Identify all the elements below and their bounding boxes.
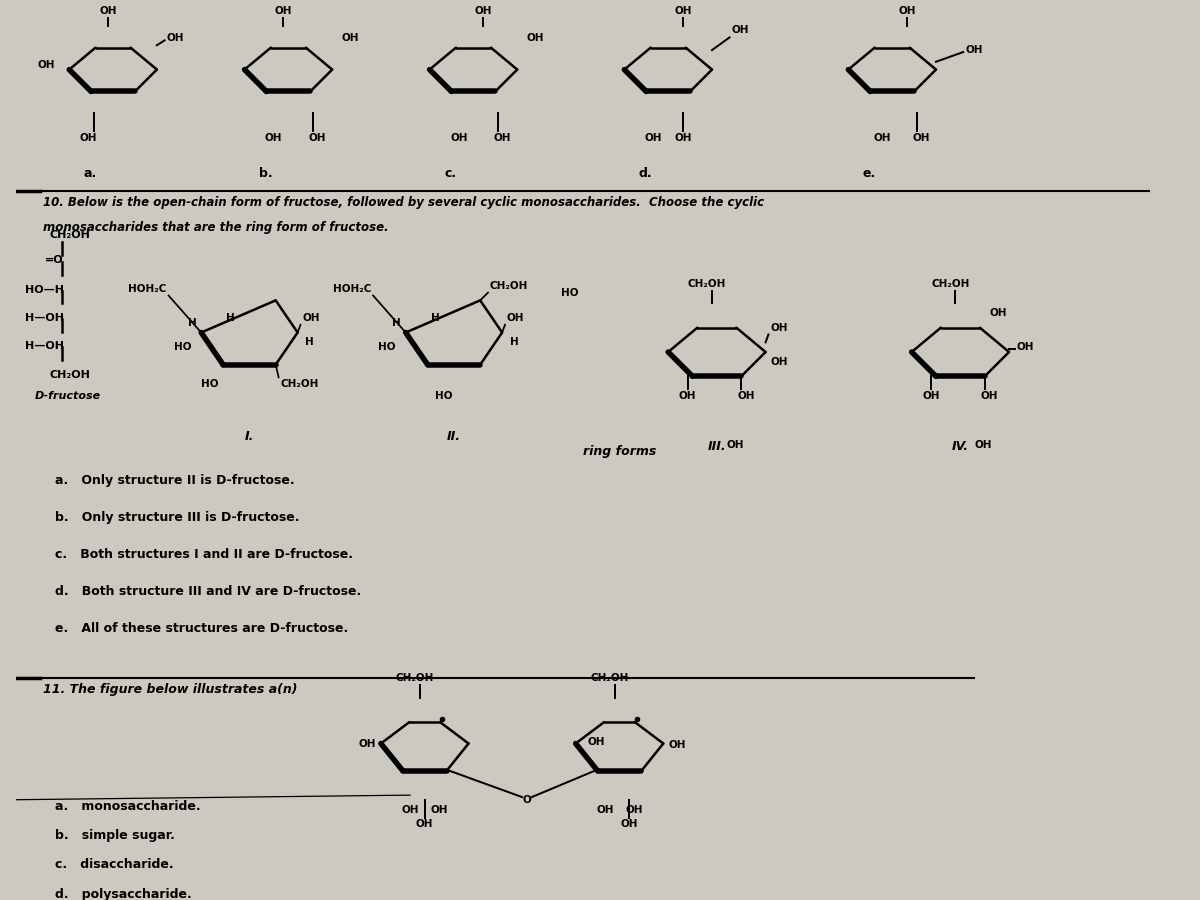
Text: e.   All of these structures are D-fructose.: e. All of these structures are D-fructos… — [55, 622, 348, 634]
Text: e.: e. — [863, 167, 876, 180]
Text: OH: OH — [644, 133, 662, 143]
Text: b.   simple sugar.: b. simple sugar. — [55, 829, 174, 842]
Text: HOH₂C: HOH₂C — [332, 284, 371, 293]
Text: OH: OH — [770, 322, 788, 332]
Text: CH₂OH: CH₂OH — [49, 230, 91, 240]
Text: monosaccharides that are the ring form of fructose.: monosaccharides that are the ring form o… — [43, 220, 389, 233]
Text: HO: HO — [200, 379, 218, 390]
Text: OH: OH — [342, 33, 360, 43]
Text: a.: a. — [84, 167, 97, 180]
Text: II.: II. — [446, 430, 461, 443]
Text: OH: OH — [668, 741, 685, 751]
Text: H: H — [187, 318, 197, 328]
Text: OH: OH — [527, 33, 545, 43]
Text: OH: OH — [308, 133, 326, 143]
Text: H: H — [226, 313, 235, 323]
Text: OH: OH — [625, 805, 643, 814]
Text: OH: OH — [506, 313, 524, 323]
Text: c.   disaccharide.: c. disaccharide. — [55, 859, 173, 871]
Text: CH₂OH: CH₂OH — [49, 370, 91, 380]
Text: d.   Both structure III and IV are D-fructose.: d. Both structure III and IV are D-fruct… — [55, 585, 361, 598]
Text: HO: HO — [436, 391, 452, 401]
Text: OH: OH — [302, 313, 320, 323]
Text: OH: OH — [494, 133, 511, 143]
Text: a.   monosaccharide.: a. monosaccharide. — [55, 800, 200, 813]
Text: H: H — [431, 313, 439, 323]
Text: OH: OH — [80, 133, 97, 143]
Text: OH: OH — [923, 391, 940, 401]
Text: OH: OH — [167, 33, 184, 43]
Text: d.: d. — [638, 167, 653, 180]
Text: OH: OH — [679, 391, 696, 401]
Text: OH: OH — [974, 439, 992, 450]
Text: H—OH: H—OH — [25, 313, 65, 323]
Text: ring forms: ring forms — [583, 445, 656, 457]
Text: OH: OH — [674, 133, 691, 143]
Text: OH: OH — [620, 820, 638, 830]
Text: 11. The figure below illustrates a(n): 11. The figure below illustrates a(n) — [43, 683, 298, 696]
Text: HO—H: HO—H — [25, 284, 65, 295]
Text: H—OH: H—OH — [25, 341, 65, 351]
Text: d.   polysaccharide.: d. polysaccharide. — [55, 887, 191, 900]
Text: OH: OH — [898, 6, 916, 16]
Text: c.   Both structures I and II are D-fructose.: c. Both structures I and II are D-fructo… — [55, 548, 353, 561]
Text: OH: OH — [359, 739, 376, 749]
Text: HO: HO — [174, 342, 192, 352]
Text: HO: HO — [562, 288, 578, 299]
Text: OH: OH — [1016, 342, 1034, 352]
Text: OH: OH — [37, 59, 55, 69]
Text: =O: =O — [44, 255, 64, 265]
Text: OH: OH — [596, 805, 613, 814]
Text: OH: OH — [913, 133, 930, 143]
Text: OH: OH — [474, 6, 492, 16]
Text: I.: I. — [245, 430, 254, 443]
Text: a.   Only structure II is D-fructose.: a. Only structure II is D-fructose. — [55, 473, 294, 487]
Text: OH: OH — [990, 308, 1007, 318]
Text: HO: HO — [378, 342, 396, 352]
Text: OH: OH — [732, 25, 749, 35]
Text: OH: OH — [100, 6, 116, 16]
Text: H: H — [510, 338, 518, 347]
Text: OH: OH — [275, 6, 293, 16]
Text: CH₂OH: CH₂OH — [688, 279, 726, 289]
Text: D-fructose: D-fructose — [35, 391, 101, 401]
Text: 10. Below is the open-chain form of fructose, followed by several cyclic monosac: 10. Below is the open-chain form of fruc… — [43, 196, 764, 209]
Text: OH: OH — [401, 805, 419, 814]
Text: OH: OH — [727, 439, 744, 450]
Text: CH₂OH: CH₂OH — [396, 673, 434, 683]
Text: OH: OH — [980, 391, 998, 401]
Text: OH: OH — [965, 45, 983, 55]
Text: b.   Only structure III is D-fructose.: b. Only structure III is D-fructose. — [55, 510, 299, 524]
Text: OH: OH — [431, 805, 448, 814]
Text: OH: OH — [674, 6, 691, 16]
Text: IV.: IV. — [952, 439, 968, 453]
Text: OH: OH — [416, 820, 433, 830]
Text: b.: b. — [259, 167, 272, 180]
Text: OH: OH — [737, 391, 755, 401]
Text: H: H — [392, 318, 401, 328]
Text: OH: OH — [265, 133, 282, 143]
Text: O: O — [522, 795, 532, 805]
Text: OH: OH — [587, 736, 605, 747]
Text: c.: c. — [444, 167, 456, 180]
Text: OH: OH — [874, 133, 892, 143]
Text: OH: OH — [770, 357, 788, 367]
Text: CH₂OH: CH₂OH — [490, 281, 528, 291]
Text: OH: OH — [450, 133, 468, 143]
Text: CH₂OH: CH₂OH — [281, 379, 319, 390]
Text: III.: III. — [708, 439, 726, 453]
Text: CH₂OH: CH₂OH — [590, 673, 629, 683]
Text: H: H — [305, 338, 314, 347]
Text: HOH₂C: HOH₂C — [128, 284, 167, 293]
Text: CH₂OH: CH₂OH — [931, 279, 970, 289]
